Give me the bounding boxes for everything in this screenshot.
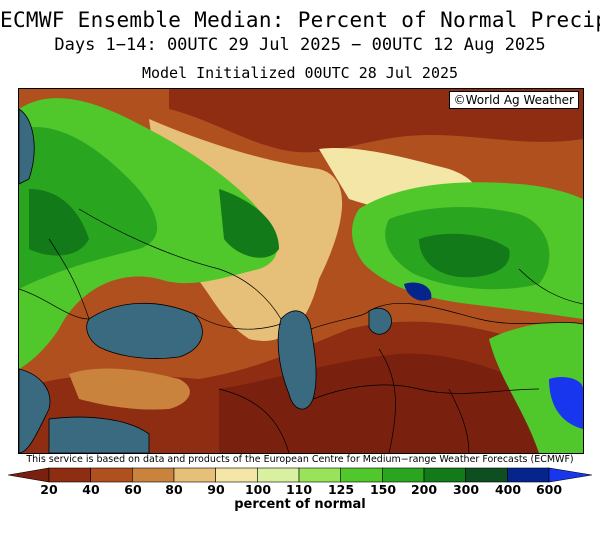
legend-swatch-110-125 (298, 467, 341, 483)
precip-map-canvas (19, 89, 583, 453)
legend-tick: 40 (82, 482, 100, 497)
mediterranean-sea (48, 416, 150, 453)
legend-swatch-125-150 (340, 467, 383, 483)
legend-above-max-arrow (548, 467, 593, 483)
legend-tick: 150 (369, 482, 397, 497)
map-subtitle: Days 1−14: 00UTC 29 Jul 2025 − 00UTC 12 … (54, 35, 546, 55)
legend-swatch-150-200 (382, 467, 425, 483)
legend-tick: 300 (452, 482, 480, 497)
map-region-blue-spot (404, 282, 432, 301)
legend-tick: 200 (410, 482, 438, 497)
legend-tick: 60 (124, 482, 142, 497)
map-region-turkey (69, 368, 190, 410)
legend-tick: 600 (535, 482, 563, 497)
map-region-russia-wet (219, 189, 279, 258)
legend-swatch-300-400 (465, 467, 508, 483)
legend-swatch-200-300 (423, 467, 466, 483)
map-region-east-core (419, 233, 510, 278)
map-region-se-wet (489, 322, 583, 453)
country-borders (19, 208, 583, 453)
legend-swatch-400-600 (507, 467, 550, 483)
legend-tick: 400 (494, 482, 522, 497)
aral-sea (368, 307, 392, 335)
aegean-sea (19, 368, 51, 453)
baltic-sea (19, 108, 35, 185)
data-source-disclaimer: This service is based on data and produc… (26, 454, 574, 465)
legend-swatch-100-110 (257, 467, 300, 483)
precip-map: ©World Ag Weather (18, 88, 584, 454)
watermark: ©World Ag Weather (448, 91, 579, 109)
legend-unit-label: percent of normal (234, 497, 366, 512)
legend-tick: 110 (285, 482, 313, 497)
legend-tick: 125 (327, 482, 355, 497)
legend-tick: 20 (40, 482, 58, 497)
color-legend (7, 467, 593, 483)
legend-tick: 80 (165, 482, 183, 497)
model-init-label: Model Initialized 00UTC 28 Jul 2025 (141, 64, 459, 82)
map-region-se-blue (549, 377, 583, 429)
map-region-west-core (29, 189, 89, 256)
legend-below-min-arrow (7, 467, 50, 483)
legend-swatch-90-100 (215, 467, 258, 483)
legend-tick: 90 (207, 482, 225, 497)
legend-swatch-20-40 (48, 467, 91, 483)
map-title: ECMWF Ensemble Median: Percent of Normal… (0, 8, 600, 32)
black-sea (86, 302, 203, 359)
legend-swatch-40-60 (90, 467, 133, 483)
legend-tick: 100 (244, 482, 272, 497)
legend-swatch-80-90 (173, 467, 216, 483)
legend-swatch-60-80 (132, 467, 175, 483)
